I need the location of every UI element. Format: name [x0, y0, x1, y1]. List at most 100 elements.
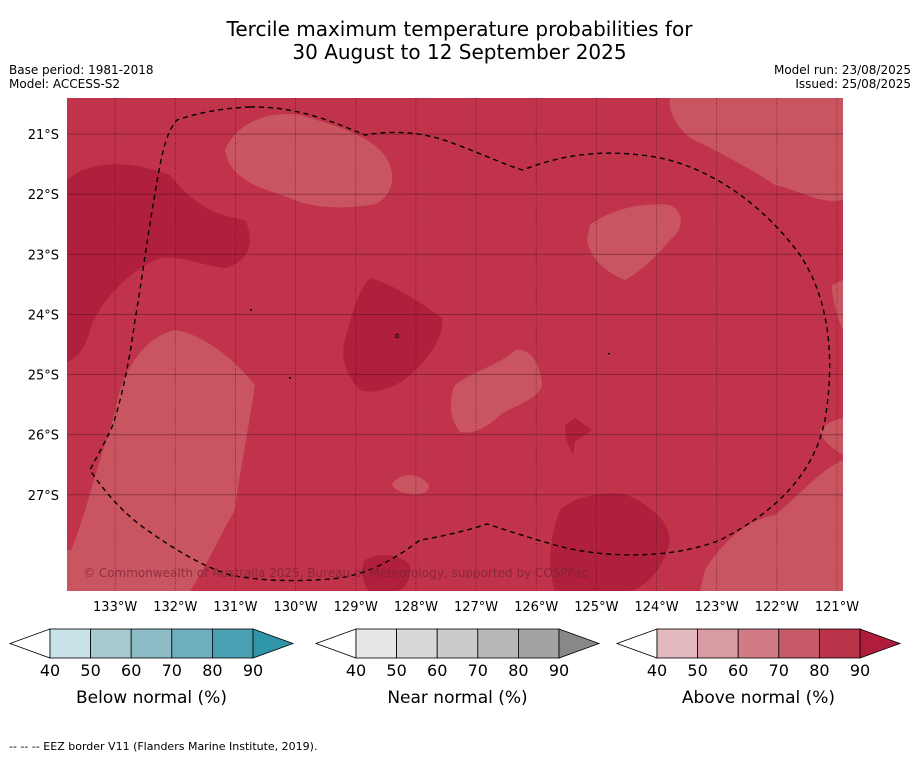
field-60-right	[587, 204, 681, 280]
x-tick-label: 124°W	[634, 600, 678, 615]
colorbar-above: 40 50 60 70 80 90 Above normal (%)	[615, 628, 902, 708]
field-60-northeast	[669, 98, 843, 202]
colorbar-swatch	[656, 628, 698, 659]
colorbar-tick-label: 70	[162, 661, 182, 680]
colorbar-title: Above normal (%)	[682, 688, 835, 708]
field-60-small	[392, 475, 429, 495]
island-marker	[289, 377, 291, 379]
colorbar-tick-label: 40	[647, 661, 667, 680]
field-80-left	[67, 164, 250, 362]
colorbar-tick-label: 90	[850, 661, 870, 680]
x-tick-label: 121°W	[815, 600, 859, 615]
y-tick-label: 26°S	[28, 429, 59, 444]
colorbar-tick-label: 60	[427, 661, 447, 680]
field-80-south	[550, 493, 670, 591]
title-line-1: Tercile maximum temperature probabilitie…	[226, 17, 693, 41]
colorbar-tick-label: 60	[121, 661, 141, 680]
colorbar-tick-label: 40	[40, 661, 60, 680]
colorbar-swatch	[90, 628, 132, 659]
colorbar-extend-low	[314, 628, 357, 659]
colorbar-tick-label: 70	[769, 661, 789, 680]
chart-title: Tercile maximum temperature probabilitie…	[0, 18, 919, 64]
x-tick-label: 128°W	[394, 600, 438, 615]
x-axis-ticks: 133°W 132°W 131°W 130°W 129°W 128°W 127°W 126°W…	[93, 600, 859, 615]
colorbar-swatch	[130, 628, 173, 659]
colorbar-swatch	[477, 628, 519, 659]
island-marker	[608, 353, 610, 355]
colorbar-tick-label: 80	[202, 661, 222, 680]
colorbar-extend-low	[615, 628, 658, 659]
colorbar-swatch	[518, 628, 560, 659]
colorbar-extend-high	[558, 628, 601, 659]
x-tick-label: 123°W	[695, 600, 739, 615]
meta-left: Base period: 1981-2018 Model: ACCESS-S2	[9, 63, 154, 91]
colorbar-swatch	[396, 628, 438, 659]
colorbar-extend-high	[859, 628, 902, 659]
map-field: © Commonwealth of Australia 2025, Bureau…	[67, 98, 843, 591]
colorbar-extend-low	[8, 628, 51, 659]
x-tick-label: 133°W	[93, 600, 137, 615]
colorbar-tick-label: 50	[386, 661, 406, 680]
field-60-bottom-right	[822, 530, 843, 575]
y-tick-label: 22°S	[28, 188, 59, 203]
x-tick-label: 122°W	[755, 600, 799, 615]
colorbar-swatch	[697, 628, 739, 659]
colorbar-title: Below normal (%)	[76, 688, 227, 708]
y-tick-label: 24°S	[28, 308, 59, 323]
probability-map: © Commonwealth of Australia 2025, Bureau…	[8, 98, 902, 708]
colorbar-swatch	[737, 628, 780, 659]
colorbar-group: 40 50 60 70 80 90 Below normal (%) 40 50 60 70 80 90…	[8, 628, 902, 708]
colorbar-swatch	[49, 628, 91, 659]
graticule	[67, 98, 843, 591]
model-name: Model: ACCESS-S2	[9, 77, 121, 91]
y-tick-label: 23°S	[28, 248, 59, 263]
island-marker	[250, 309, 252, 311]
field-80-small	[565, 418, 592, 455]
x-tick-label: 130°W	[274, 600, 318, 615]
field-60-middle	[450, 349, 542, 433]
y-tick-label: 21°S	[28, 128, 59, 143]
eez-note: -- -- -- EEZ border V11 (Flanders Marine…	[9, 740, 318, 753]
field-60-southeast	[700, 460, 843, 591]
x-tick-label: 131°W	[213, 600, 257, 615]
title-line-2: 30 August to 12 September 2025	[292, 40, 627, 64]
field-60-top	[225, 114, 393, 208]
base-period: Base period: 1981-2018	[9, 63, 154, 77]
field-60-east-upper	[832, 280, 843, 330]
x-tick-label: 132°W	[153, 600, 197, 615]
colorbar-tick-label: 80	[508, 661, 528, 680]
issued-date: Issued: 25/08/2025	[795, 77, 911, 91]
meta-right: Model run: 23/08/2025 Issued: 25/08/2025	[774, 63, 911, 91]
colorbar-tick-label: 90	[243, 661, 263, 680]
x-tick-label: 126°W	[514, 600, 558, 615]
colorbar-tick-label: 80	[809, 661, 829, 680]
field-80-bottom	[362, 555, 411, 591]
colorbar-swatch	[355, 628, 397, 659]
y-tick-label: 25°S	[28, 369, 59, 384]
field-60-southwest	[67, 330, 255, 591]
x-tick-label: 125°W	[574, 600, 618, 615]
colorbar-tick-label: 40	[346, 661, 366, 680]
x-tick-label: 129°W	[334, 600, 378, 615]
colorbar-swatch	[778, 628, 820, 659]
eez-border-line	[89, 106, 831, 582]
colorbar-tick-label: 90	[549, 661, 569, 680]
y-axis-ticks: 21°S 22°S 23°S 24°S 25°S 26°S 27°S	[28, 128, 59, 504]
colorbar-below: 40 50 60 70 80 90 Below normal (%)	[8, 628, 295, 708]
colorbar-tick-label: 50	[80, 661, 100, 680]
colorbar-title: Near normal (%)	[387, 688, 527, 708]
colorbar-swatch	[171, 628, 213, 659]
colorbar-near: 40 50 60 70 80 90 Near normal (%)	[314, 628, 601, 708]
colorbar-tick-label: 70	[468, 661, 488, 680]
model-run: Model run: 23/08/2025	[773, 63, 911, 77]
colorbar-tick-label: 50	[687, 661, 707, 680]
colorbar-extend-high	[252, 628, 295, 659]
field-60-west	[67, 549, 76, 588]
island-marker	[394, 333, 400, 339]
colorbar-swatch	[436, 628, 479, 659]
colorbar-tick-label: 60	[728, 661, 748, 680]
copyright-watermark: © Commonwealth of Australia 2025, Bureau…	[83, 566, 588, 580]
field-80-center	[343, 278, 443, 392]
x-tick-label: 127°W	[454, 600, 498, 615]
colorbar-swatch	[819, 628, 861, 659]
